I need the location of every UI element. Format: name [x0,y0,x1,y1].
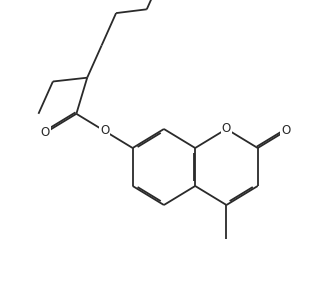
Text: O: O [100,124,109,137]
Text: O: O [40,126,50,139]
Text: O: O [222,123,231,135]
Text: O: O [281,124,291,137]
